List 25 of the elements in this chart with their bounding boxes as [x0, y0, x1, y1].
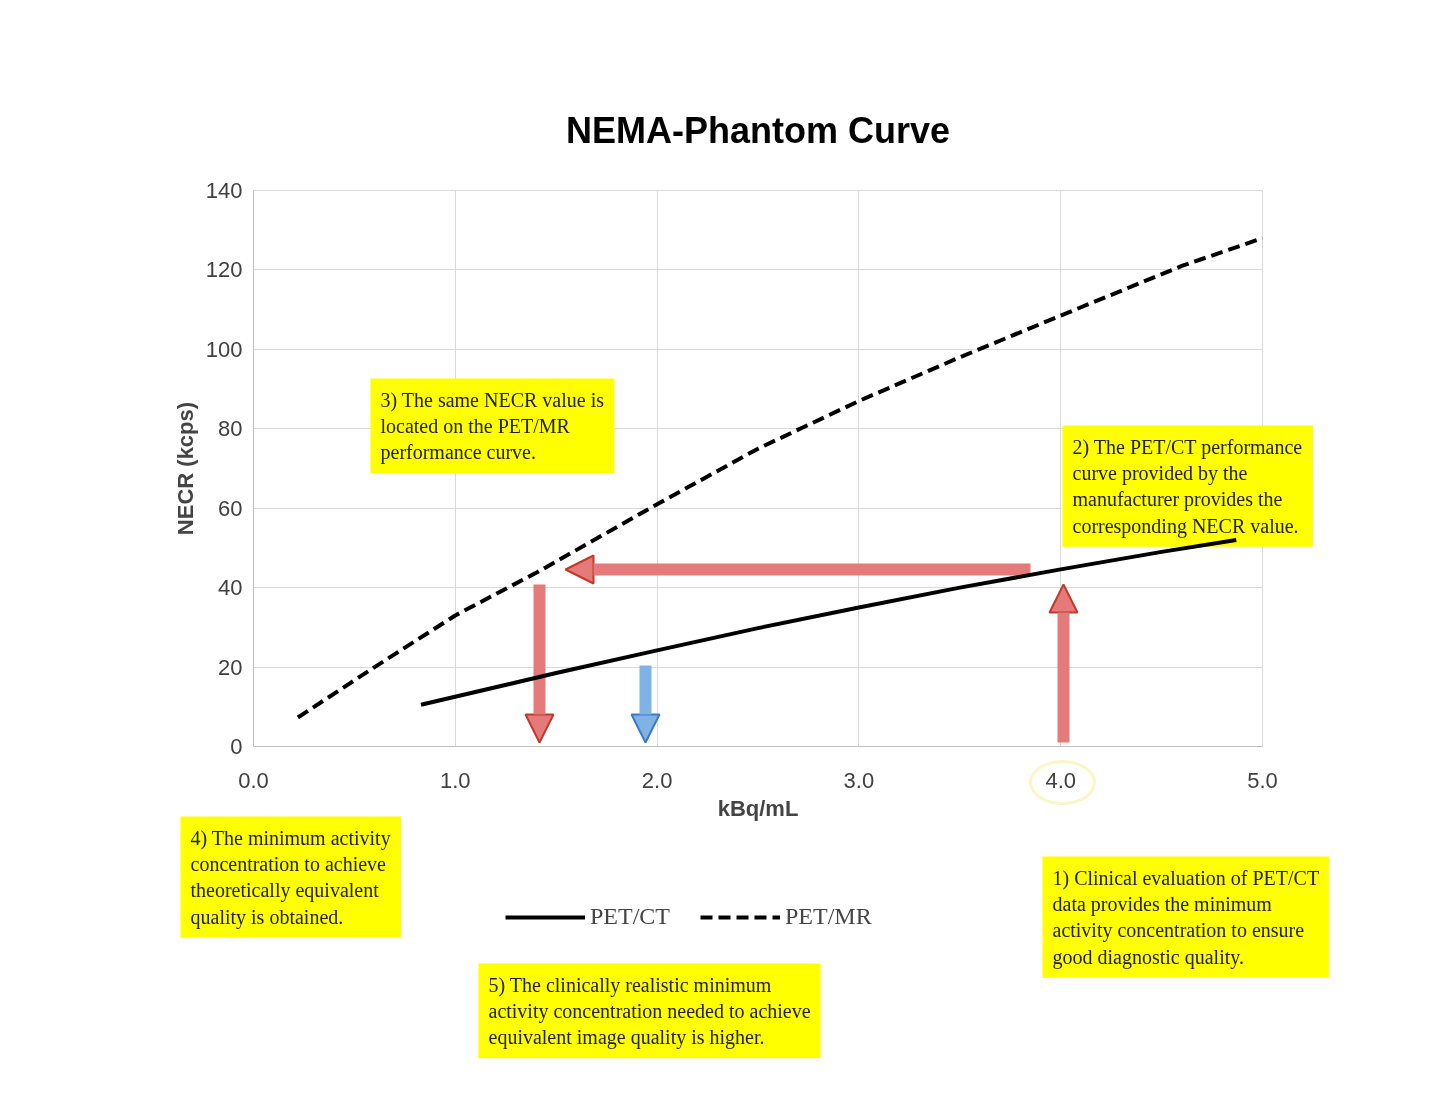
text: 4) The minimum activity concentration to achieve theoretically equivalent quality is obtained.: [190, 826, 391, 929]
annotation: 2) The PET/CT performance curve provided by the manufacturer provides the corresponding NECR value.: [1072, 435, 1303, 538]
text: 5) The clinically realistic minimum activity concentration needed to achieve equivalent image quality is higher.: [488, 973, 811, 1050]
y-tick-label: 0: [230, 734, 243, 759]
x-tick-label: 1.0: [440, 767, 471, 793]
y-tick-label: 80: [218, 416, 243, 442]
x-tick-label: 0.0: [238, 767, 269, 793]
y-tick-label: 60: [218, 495, 243, 521]
x-axis-title: kBq/mL: [717, 795, 799, 821]
y-tick-label: 140: [205, 178, 243, 203]
y-tick-label: 40: [218, 575, 243, 601]
annotation: 3) The same NECR value is located on the PET/MR performance curve.: [380, 388, 605, 465]
text: 1) Clinical evaluation of PET/CT data provides the minimum activity concentration to ensure good diagnostic quality.: [1052, 866, 1320, 969]
x-tick-label: 5.0: [1247, 767, 1278, 793]
x-tick-label: 2.0: [641, 767, 673, 793]
legend-label: PET/CT: [590, 903, 671, 930]
y-tick-label: 100: [205, 336, 243, 362]
chart-title: NEMA-Phantom Curve: [565, 110, 951, 151]
x-tick-label: 4.0: [1045, 767, 1076, 793]
y-tick-label: 120: [205, 257, 243, 283]
y-tick-label: 20: [218, 654, 243, 680]
x-tick-label: 3.0: [843, 767, 875, 793]
y-axis-title: NECR (kcps): [172, 401, 198, 536]
line-series: [418, 537, 1239, 707]
legend-label: PET/MR: [785, 903, 872, 930]
